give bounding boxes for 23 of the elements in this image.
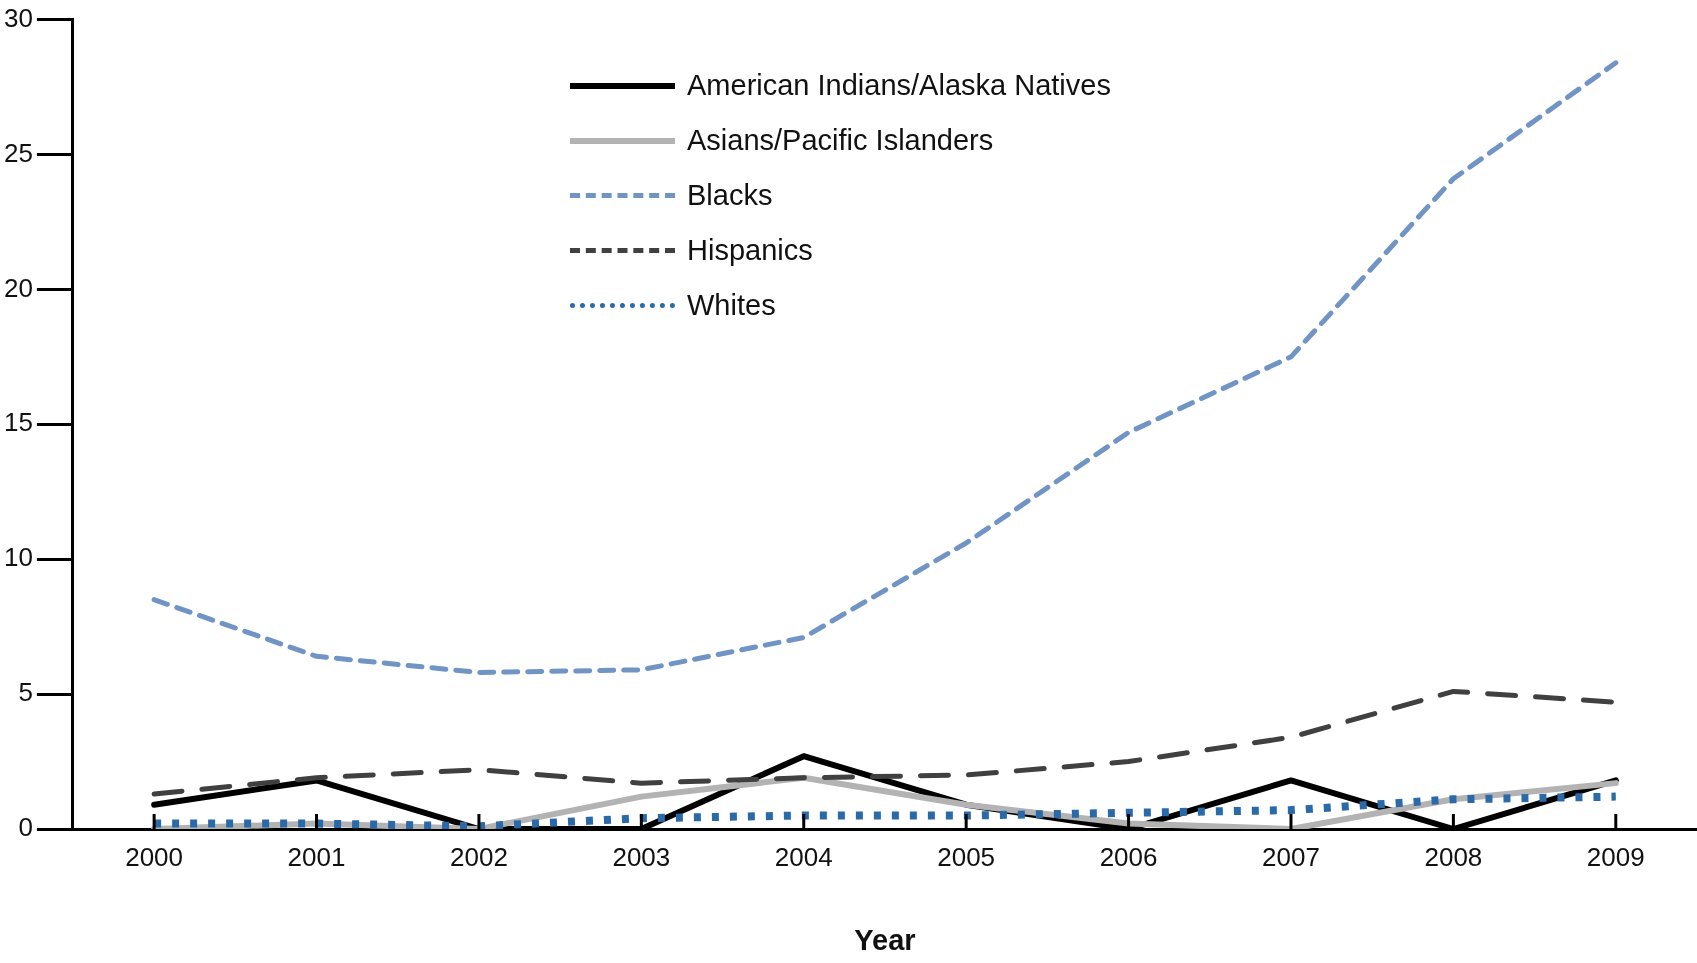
x-tick-label: 2000 [125,841,184,872]
y-tick-label: 30 [4,2,33,33]
x-tick-label: 2004 [774,841,833,872]
x-tick-label: 2002 [450,841,508,872]
y-tick-label: 20 [4,272,33,303]
legend-label: Blacks [687,179,773,212]
x-axis-title: Year [854,923,916,956]
x-tick-label: 2007 [1262,841,1320,872]
y-tick-label: 15 [4,407,33,438]
legend-label: Hispanics [687,234,813,267]
x-tick-label: 2001 [287,841,346,872]
x-tick-label: 2005 [937,841,996,872]
x-tick-label: 2009 [1586,841,1645,872]
y-tick-label: 10 [4,542,33,573]
legend-label: Whites [687,289,776,322]
y-tick-label: 25 [4,137,33,168]
x-tick-label: 2008 [1424,841,1483,872]
x-tick-label: 2006 [1099,841,1158,872]
legend-label: American Indians/Alaska Natives [687,69,1111,102]
y-tick-label: 0 [18,812,33,843]
x-tick-label: 2003 [612,841,671,872]
legend-label: Asians/Pacific Islanders [687,124,994,157]
y-tick-label: 5 [18,677,33,708]
